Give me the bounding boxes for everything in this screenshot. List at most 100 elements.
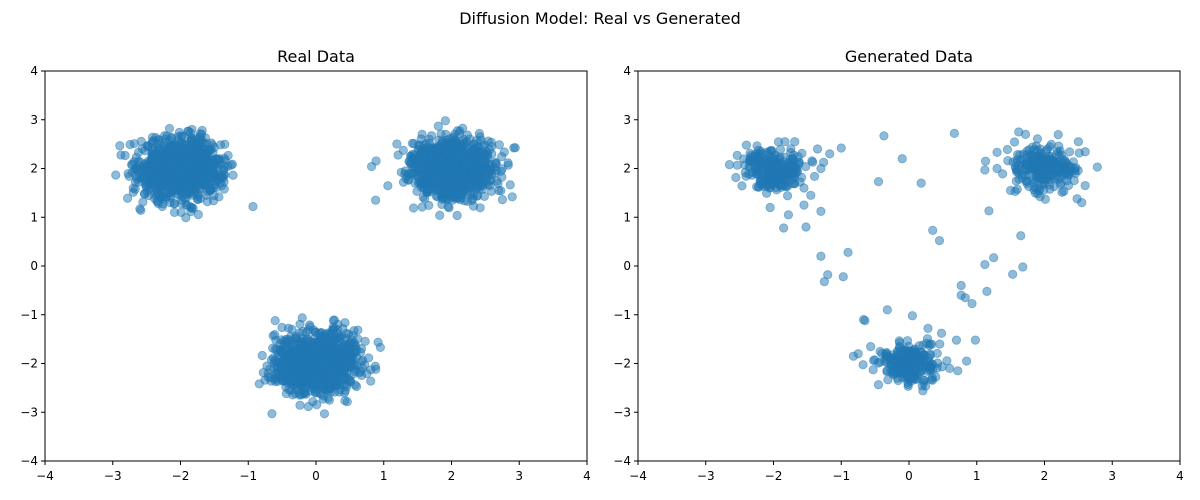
real-data-point <box>192 149 202 159</box>
real-data-point <box>484 144 495 155</box>
generated-data-x-tick-label: −3 <box>697 469 715 483</box>
generated-data-point <box>882 366 892 376</box>
real-data-point <box>193 168 203 179</box>
generated-data-y-tick-label: 4 <box>623 64 631 78</box>
generated-data-axes-frame <box>637 70 1181 462</box>
generated-data-point <box>741 140 752 150</box>
real-data-point <box>226 160 236 170</box>
generated-data-point <box>1074 148 1084 158</box>
real-data-point <box>494 140 504 150</box>
real-data-point <box>207 155 217 165</box>
generated-data-point <box>902 370 912 380</box>
real-data-point <box>316 361 327 371</box>
real-data-point <box>223 150 233 161</box>
generated-data-point <box>809 171 820 182</box>
real-data-point <box>169 207 180 217</box>
generated-data-point <box>1034 186 1044 196</box>
real-data-y-tick-label: −3 <box>20 405 38 419</box>
real-data-point <box>257 350 267 361</box>
real-data-point <box>122 193 133 203</box>
real-data-point <box>181 178 191 188</box>
real-data-point <box>429 164 439 174</box>
real-data-point <box>129 139 139 149</box>
real-data-point <box>158 153 168 163</box>
real-data-point <box>442 147 452 158</box>
real-data-point <box>474 148 484 158</box>
real-data-point <box>177 191 187 201</box>
real-data-x-tick-label: 1 <box>380 469 388 483</box>
real-data-point <box>183 146 193 156</box>
real-data-point <box>331 343 341 353</box>
generated-data-point <box>881 349 891 359</box>
real-data-point <box>195 129 205 139</box>
generated-data-point <box>1028 155 1038 165</box>
real-data-point <box>166 174 176 184</box>
generated-data-point <box>801 222 811 232</box>
real-data-point <box>248 201 258 212</box>
real-data-point <box>186 206 196 217</box>
generated-data-point <box>1045 163 1056 173</box>
real-data-point <box>115 141 125 151</box>
generated-data-y-tick-label: −4 <box>613 454 631 468</box>
generated-data-x-tick-label: 2 <box>1041 469 1049 483</box>
generated-data-point <box>772 166 782 176</box>
real-data-point <box>433 121 443 131</box>
generated-data-point <box>816 206 826 216</box>
generated-data-point <box>836 143 846 153</box>
generated-data-point <box>737 181 747 191</box>
generated-data-point <box>775 152 785 162</box>
real-data-point <box>308 397 318 407</box>
generated-data-point <box>945 363 955 373</box>
real-data-point <box>228 170 238 180</box>
generated-data-point <box>797 148 807 158</box>
real-data-point <box>499 147 509 157</box>
generated-data-point <box>780 137 790 147</box>
generated-data-y-tick-label: 3 <box>623 113 631 127</box>
generated-data-point <box>740 167 750 178</box>
generated-data-chart: Generated Data −4 −3 −2 −1 0 1 2 3 4 −4 −3 −2 −1 0 1 2… <box>613 47 1184 483</box>
generated-data-point <box>925 349 935 359</box>
real-data-point <box>350 367 360 377</box>
generated-data-point <box>893 375 903 386</box>
generated-data-point <box>980 259 990 270</box>
real-data-x-tick-label: −4 <box>36 469 54 483</box>
real-data-point <box>120 150 130 161</box>
real-data-point <box>417 179 427 190</box>
real-data-point <box>147 177 158 187</box>
real-data-point <box>182 200 192 210</box>
real-data-point <box>452 210 462 221</box>
generated-data-point <box>724 160 735 170</box>
generated-data-point <box>760 156 770 166</box>
generated-data-point <box>1073 137 1083 147</box>
real-data-point <box>346 339 356 349</box>
real-data-y-tick-label: 4 <box>30 64 38 78</box>
generated-data-point <box>918 375 929 385</box>
generated-data-point <box>1016 231 1026 241</box>
figure-title: Diffusion Model: Real vs Generated <box>459 9 741 28</box>
real-data-x-tick-label: −1 <box>239 469 257 483</box>
generated-data-point <box>927 373 937 383</box>
generated-data-point <box>783 210 794 220</box>
generated-data-x-tick-label: −1 <box>832 469 850 483</box>
generated-data-point <box>843 247 853 257</box>
real-data-y-tick-label: 3 <box>30 113 38 127</box>
real-data-point <box>166 161 177 172</box>
real-data-point <box>432 176 442 186</box>
real-data-point <box>307 348 317 358</box>
real-data-point <box>138 197 148 207</box>
real-data-point <box>197 138 207 148</box>
real-data-point <box>295 400 305 410</box>
real-data-point <box>453 154 463 164</box>
generated-data-point <box>1054 163 1064 173</box>
generated-data-point <box>942 356 952 366</box>
generated-data-point <box>775 144 786 155</box>
generated-data-points <box>724 127 1102 396</box>
generated-data-point <box>762 188 772 198</box>
real-data-x-tick-label: −3 <box>104 469 122 483</box>
real-data-point <box>460 161 470 171</box>
real-data-point <box>277 367 287 377</box>
generated-data-point <box>1020 129 1031 139</box>
real-data-point <box>175 143 186 153</box>
generated-data-point <box>1071 163 1081 173</box>
